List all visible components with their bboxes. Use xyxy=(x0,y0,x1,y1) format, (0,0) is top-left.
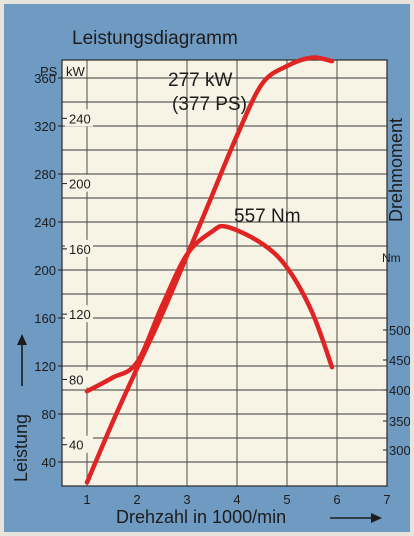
x-tick-label: 2 xyxy=(133,492,140,507)
x-axis-title: Drehzahl in 1000/min xyxy=(116,507,286,527)
ps-tick-label: 200 xyxy=(34,263,56,278)
nm-tick-label: 400 xyxy=(389,383,410,398)
nm-unit-label: Nm xyxy=(382,251,401,265)
series-lines xyxy=(84,55,335,485)
nm-tick-label: 300 xyxy=(389,443,410,458)
kw-tick-bg xyxy=(65,435,93,453)
ps-axis: 40 80 120 160 200 240 280 320 360 xyxy=(34,71,62,470)
kw-axis: 40 80 120 160 200 240 xyxy=(62,109,93,453)
y-axis-title-left: Leistung xyxy=(11,414,31,482)
kw-tick-bg xyxy=(65,239,93,257)
x-tick-label: 1 xyxy=(83,492,90,507)
x-tick-label: 7 xyxy=(383,492,390,507)
power-peak-label-line1: 277 kW xyxy=(168,70,232,91)
ps-unit-label: PS xyxy=(40,64,58,79)
ps-tick-label: 160 xyxy=(34,311,56,326)
x-axis: 1 2 3 4 5 6 7 xyxy=(83,492,390,507)
kw-unit-label: kW xyxy=(66,64,86,79)
drehzahl-arrow xyxy=(330,513,382,523)
y-axis-title-right: Drehmoment xyxy=(386,118,406,222)
nm-tick-label: 500 xyxy=(389,323,410,338)
ps-tick-label: 40 xyxy=(42,455,56,470)
nm-tick-label: 450 xyxy=(389,353,410,368)
nm-axis: 300 350 400 450 500 xyxy=(383,323,410,458)
ps-tick-label: 240 xyxy=(34,215,56,230)
kw-tick-label: 200 xyxy=(69,177,91,192)
leistung-arrow xyxy=(17,334,27,386)
ps-tick-label: 280 xyxy=(34,167,56,182)
x-tick-label: 3 xyxy=(183,492,190,507)
nm-tick-label: 350 xyxy=(389,414,410,429)
kw-tick-label: 240 xyxy=(69,111,91,126)
power-peak-label-line2: (377 PS) xyxy=(172,94,247,115)
ps-tick-label: 360 xyxy=(34,71,56,86)
ps-tick-label: 120 xyxy=(34,359,56,374)
chart-title: Leistungsdiagramm xyxy=(72,28,238,49)
plot-border xyxy=(61,59,388,487)
kw-tick-label: 40 xyxy=(69,438,83,453)
kw-tick-bg xyxy=(65,370,93,388)
x-tick-label: 5 xyxy=(283,492,290,507)
ps-tick-label: 320 xyxy=(34,119,56,134)
kw-tick-label: 160 xyxy=(69,242,91,257)
grid-lines xyxy=(62,60,388,486)
kw-tick-bg xyxy=(65,109,93,127)
kw-tick-bg xyxy=(65,305,93,323)
performance-chart: Leistungsdiagramm 4080120160200240280320… xyxy=(11,28,410,527)
x-tick-label: 4 xyxy=(233,492,240,507)
x-tick-label: 6 xyxy=(333,492,340,507)
chart-frame: Leistungsdiagramm 40 80 120 160 200 240 280 320… xyxy=(4,4,410,532)
torque-peak-label: 557 Nm xyxy=(234,206,301,227)
ps-tick-label: 80 xyxy=(42,407,56,422)
kw-tick-label: 120 xyxy=(69,307,91,322)
kw-tick-bg xyxy=(65,174,93,192)
kw-tick-label: 80 xyxy=(69,372,83,387)
